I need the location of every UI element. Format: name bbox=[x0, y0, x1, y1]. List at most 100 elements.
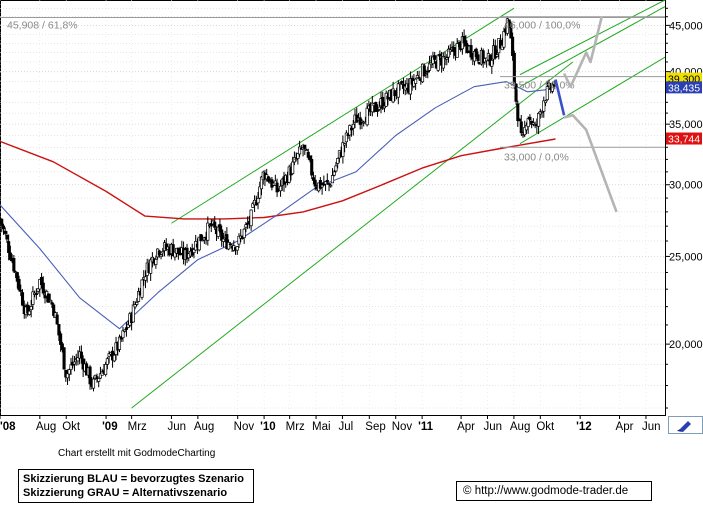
candle-body bbox=[20, 292, 25, 306]
candle-body bbox=[524, 124, 529, 131]
candle-body bbox=[294, 158, 298, 161]
candle-body bbox=[311, 177, 316, 181]
candle-body bbox=[15, 272, 19, 282]
candle-body bbox=[65, 373, 70, 379]
fib-level-label: 39,500 / 50,0% bbox=[504, 80, 575, 92]
candle-body bbox=[31, 291, 35, 305]
candle-body bbox=[26, 304, 30, 314]
candle-body bbox=[431, 56, 435, 65]
drawing-tool-icon[interactable] bbox=[668, 416, 703, 434]
candle-body bbox=[12, 257, 16, 272]
candle-body bbox=[495, 54, 499, 57]
candle-body bbox=[334, 165, 338, 172]
scenario-gray-path bbox=[562, 16, 604, 88]
candle-body bbox=[159, 254, 163, 257]
candle-body bbox=[136, 291, 141, 302]
candle-body bbox=[48, 299, 52, 302]
candle-body bbox=[19, 290, 23, 292]
x-tick-label: Nov bbox=[392, 421, 413, 433]
price-badge-label: 33,744 bbox=[668, 134, 700, 146]
candle-body bbox=[381, 96, 385, 109]
candle-body bbox=[452, 46, 456, 52]
candle-body bbox=[228, 243, 232, 246]
candle-body bbox=[57, 324, 61, 336]
scenario-gray-path bbox=[563, 114, 618, 213]
candle-body bbox=[7, 241, 11, 254]
x-tick-label: Okt bbox=[536, 421, 555, 433]
price-candles bbox=[0, 16, 556, 392]
x-tick-label: Jun bbox=[483, 421, 502, 433]
chart-axes: 45,00040,00035,00030,00025,00020,000'08A… bbox=[0, 7, 703, 433]
trend-line bbox=[131, 61, 574, 409]
x-tick-label: Okt bbox=[62, 421, 81, 433]
candle-body bbox=[377, 106, 381, 110]
candle-body bbox=[427, 62, 432, 71]
candle-body bbox=[104, 364, 108, 376]
candle-body bbox=[62, 347, 66, 370]
candle-body bbox=[213, 221, 217, 228]
candle-body bbox=[327, 183, 331, 185]
candle-body bbox=[105, 358, 109, 365]
candle-body bbox=[259, 176, 264, 190]
ma-red-line bbox=[0, 138, 556, 220]
candle-body bbox=[140, 279, 144, 298]
x-tick-label: Mai bbox=[312, 421, 331, 433]
candle-body bbox=[34, 293, 38, 296]
candle-body bbox=[505, 18, 509, 34]
candle-body bbox=[382, 105, 387, 109]
candle-body bbox=[344, 132, 348, 143]
scenario-legend: Skizzierung BLAU = bevorzugtes Szenario … bbox=[18, 469, 254, 503]
fib-levels: 45,908 / 61,8% 46,000 / 100,0% 39,500 / 50… bbox=[0, 16, 665, 163]
x-tick-label: '12 bbox=[576, 421, 592, 433]
candle-body bbox=[511, 36, 515, 56]
candle-body bbox=[528, 116, 532, 120]
y-tick-label: 45,000 bbox=[669, 20, 703, 32]
candle-body bbox=[332, 171, 336, 176]
candle-body bbox=[149, 259, 153, 274]
candle-body bbox=[517, 118, 522, 122]
legend-blue: Skizzierung BLAU = bevorzugtes Szenario bbox=[23, 473, 244, 485]
candle-body bbox=[192, 249, 196, 253]
x-tick-label: Apr bbox=[457, 421, 475, 433]
candle-body bbox=[275, 182, 279, 193]
trend-channel-lines bbox=[131, 0, 666, 409]
candle-body bbox=[112, 354, 116, 362]
candle-body bbox=[493, 45, 497, 59]
candle-body bbox=[206, 222, 210, 241]
candle-body bbox=[343, 143, 347, 146]
candle-body bbox=[296, 153, 300, 159]
candle-body bbox=[69, 364, 73, 370]
candle-body bbox=[124, 327, 128, 330]
candle-body bbox=[531, 122, 535, 125]
x-tick-label: Jun bbox=[167, 421, 186, 433]
candle-body bbox=[457, 40, 461, 43]
candle-body bbox=[426, 70, 430, 73]
candle-body bbox=[318, 180, 322, 189]
y-tick-label: 35,000 bbox=[669, 119, 703, 131]
candle-body bbox=[313, 179, 317, 187]
candle-body bbox=[330, 175, 335, 184]
candle-body bbox=[52, 304, 56, 316]
candle-body bbox=[251, 203, 255, 208]
scenario-sketches bbox=[554, 16, 618, 213]
x-tick-label: Sep bbox=[365, 421, 385, 433]
candle-body bbox=[5, 234, 9, 240]
candle-body bbox=[507, 19, 511, 24]
price-badge bbox=[666, 132, 702, 145]
candle-body bbox=[79, 351, 83, 359]
candle-body bbox=[537, 112, 541, 127]
candle-body bbox=[462, 36, 466, 44]
candle-body bbox=[171, 244, 175, 257]
candle-body bbox=[246, 222, 250, 225]
source-url[interactable]: http://www.godmode-trader.de bbox=[474, 485, 629, 497]
copyright-symbol: © bbox=[463, 485, 472, 497]
fib-level-label: 45,908 / 61,8% bbox=[7, 20, 78, 32]
candle-body bbox=[308, 155, 312, 161]
source-link[interactable]: © http://www.godmode-trader.de bbox=[456, 481, 652, 501]
candle-body bbox=[46, 293, 51, 303]
candle-body bbox=[244, 224, 248, 228]
candle-body bbox=[133, 304, 137, 308]
candle-body bbox=[135, 302, 139, 305]
scenario-blue-path bbox=[554, 79, 566, 116]
candle-body bbox=[498, 39, 503, 49]
